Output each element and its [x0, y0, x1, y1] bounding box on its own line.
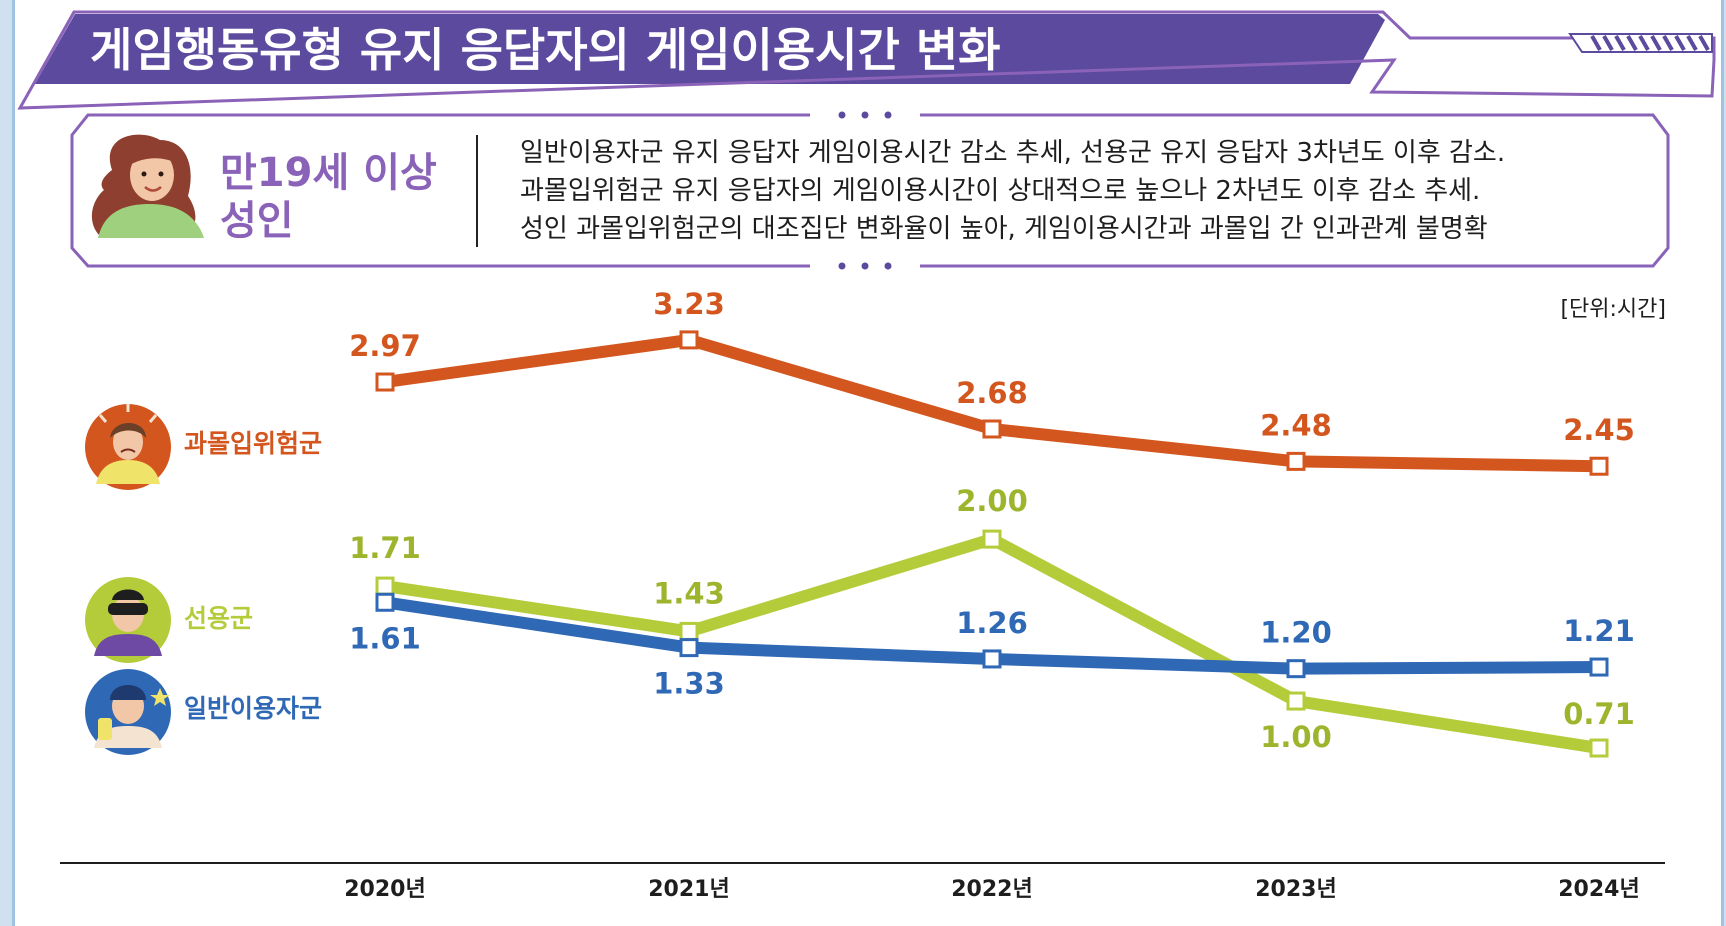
- data-point-marker: [1589, 738, 1609, 758]
- legend-label: 과몰입위험군: [184, 429, 322, 458]
- summary-note-2: 과몰입위험군 유지 응답자의 게임이용시간이 상대적으로 높으나 2차년도 이후…: [520, 176, 1480, 206]
- header-stripes: [1568, 33, 1713, 53]
- header-stripe: [1626, 35, 1638, 51]
- data-value-label: 1.61: [349, 621, 421, 655]
- summary-note-1: 일반이용자군 유지 응답자 게임이용시간 감소 추세, 선용군 유지 응답자 3…: [520, 138, 1505, 168]
- header-stripe: [1614, 35, 1626, 51]
- data-point-marker: [679, 638, 699, 658]
- group-label-line1: 만19세 이상: [220, 150, 437, 196]
- healthy-user-avatar: [85, 577, 171, 663]
- data-point-marker: [375, 592, 395, 612]
- data-value-label: 1.00: [1260, 720, 1332, 754]
- header-stripe: [1662, 35, 1674, 51]
- data-value-label: 2.00: [956, 484, 1028, 518]
- adult-woman-avatar: [91, 134, 204, 238]
- data-value-label: 2.97: [349, 329, 421, 363]
- group-label-line2: 성인: [220, 198, 294, 244]
- general-user-avatar: [85, 669, 171, 755]
- data-point-marker: [679, 621, 699, 641]
- data-value-label: 0.71: [1563, 697, 1635, 731]
- data-point-marker: [1286, 451, 1306, 471]
- data-value-label: 3.23: [653, 287, 725, 321]
- x-tick-label: 2021년: [648, 877, 729, 902]
- summary-dots-top: [838, 111, 892, 119]
- data-value-label: 1.20: [1260, 616, 1332, 650]
- series-line: [384, 533, 1600, 754]
- legend-label: 선용군: [184, 604, 253, 633]
- page-title: 게임행동유형 유지 응답자의 게임이용시간 변화: [90, 23, 1000, 77]
- data-value-label: 1.26: [956, 606, 1028, 640]
- x-tick-label: 2024년: [1558, 877, 1639, 902]
- data-point-marker: [982, 649, 1002, 669]
- unit-label: [단위:시간]: [1560, 297, 1666, 322]
- data-value-label: 2.68: [956, 376, 1028, 410]
- risk-group-avatar: [85, 404, 171, 490]
- header-banner-outline: [17, 10, 1716, 110]
- header-stripe: [1638, 35, 1650, 51]
- data-value-label: 1.21: [1563, 614, 1635, 648]
- x-tick-label: 2022년: [951, 877, 1032, 902]
- data-point-marker: [1286, 659, 1306, 679]
- data-point-marker: [1589, 456, 1609, 476]
- header-banner: [35, 14, 1385, 84]
- data-value-label: 1.33: [653, 667, 725, 701]
- data-point-marker: [375, 372, 395, 392]
- data-point-marker: [982, 529, 1002, 549]
- data-point-marker: [1286, 691, 1306, 711]
- summary-note-3: 성인 과몰입위험군의 대조집단 변화율이 높아, 게임이용시간과 과몰입 간 인…: [520, 214, 1488, 244]
- data-point-marker: [982, 419, 1002, 439]
- header-stripe: [1686, 35, 1698, 51]
- header-stripe: [1698, 35, 1710, 51]
- summary-dots-bottom: [838, 262, 892, 270]
- summary-box: [70, 113, 1670, 268]
- data-value-label: 1.71: [349, 531, 421, 565]
- x-tick-label: 2023년: [1255, 877, 1336, 902]
- data-point-marker: [679, 330, 699, 350]
- data-value-label: 2.48: [1260, 408, 1332, 442]
- header-stripe: [1674, 35, 1686, 51]
- data-value-label: 1.43: [653, 576, 725, 610]
- data-point-marker: [375, 576, 395, 596]
- header-stripe: [1650, 35, 1662, 51]
- legend-label: 일반이용자군: [184, 694, 322, 723]
- data-point-marker: [1589, 657, 1609, 677]
- data-value-label: 2.45: [1563, 413, 1635, 447]
- header-stripe: [1590, 35, 1602, 51]
- x-tick-label: 2020년: [344, 877, 425, 902]
- header-stripe: [1602, 35, 1614, 51]
